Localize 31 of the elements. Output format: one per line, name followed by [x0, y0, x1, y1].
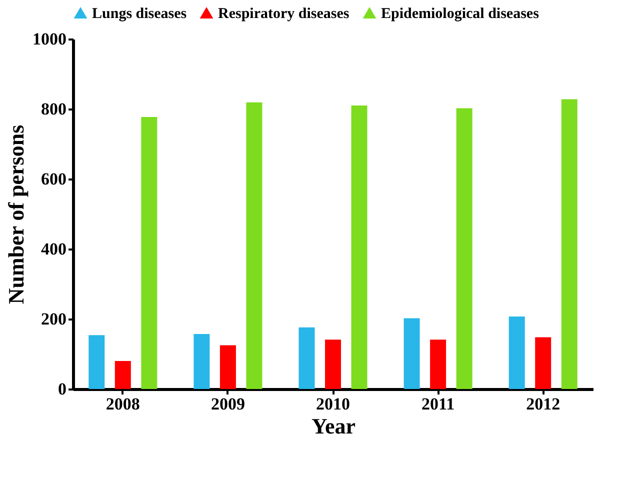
bar [246, 102, 262, 389]
x-tick-label: 2010 [316, 394, 350, 414]
bar [351, 106, 368, 389]
bar [404, 318, 420, 389]
x-tick-label: 2008 [106, 394, 140, 414]
x-tick-label: 2011 [422, 394, 455, 414]
y-tick-label: 400 [41, 240, 66, 258]
bar [535, 337, 552, 389]
legend-label: Respiratory diseases [218, 6, 350, 22]
x-tick-label: 2012 [526, 394, 560, 414]
legend-label: Epidemiological diseases [381, 6, 540, 22]
bar [456, 108, 472, 389]
bar [561, 99, 578, 389]
y-tick-label: 600 [41, 170, 66, 188]
bar [114, 361, 131, 389]
bar [298, 327, 315, 389]
bar [220, 345, 236, 389]
bar [88, 335, 105, 389]
x-tick-label: 2009 [210, 394, 245, 414]
legend-label: Lungs diseases [92, 6, 187, 22]
bar [508, 316, 525, 389]
bar [141, 117, 158, 389]
y-tick-label: 0 [58, 380, 66, 398]
y-tick-label: 1000 [32, 30, 66, 48]
bar [194, 334, 210, 389]
bar [430, 340, 446, 389]
bar [325, 340, 341, 389]
y-tick-label: 200 [41, 310, 66, 328]
y-tick-label: 800 [41, 100, 66, 118]
x-axis-title: Year [312, 414, 356, 438]
y-axis-title: Number of persons [4, 124, 28, 304]
